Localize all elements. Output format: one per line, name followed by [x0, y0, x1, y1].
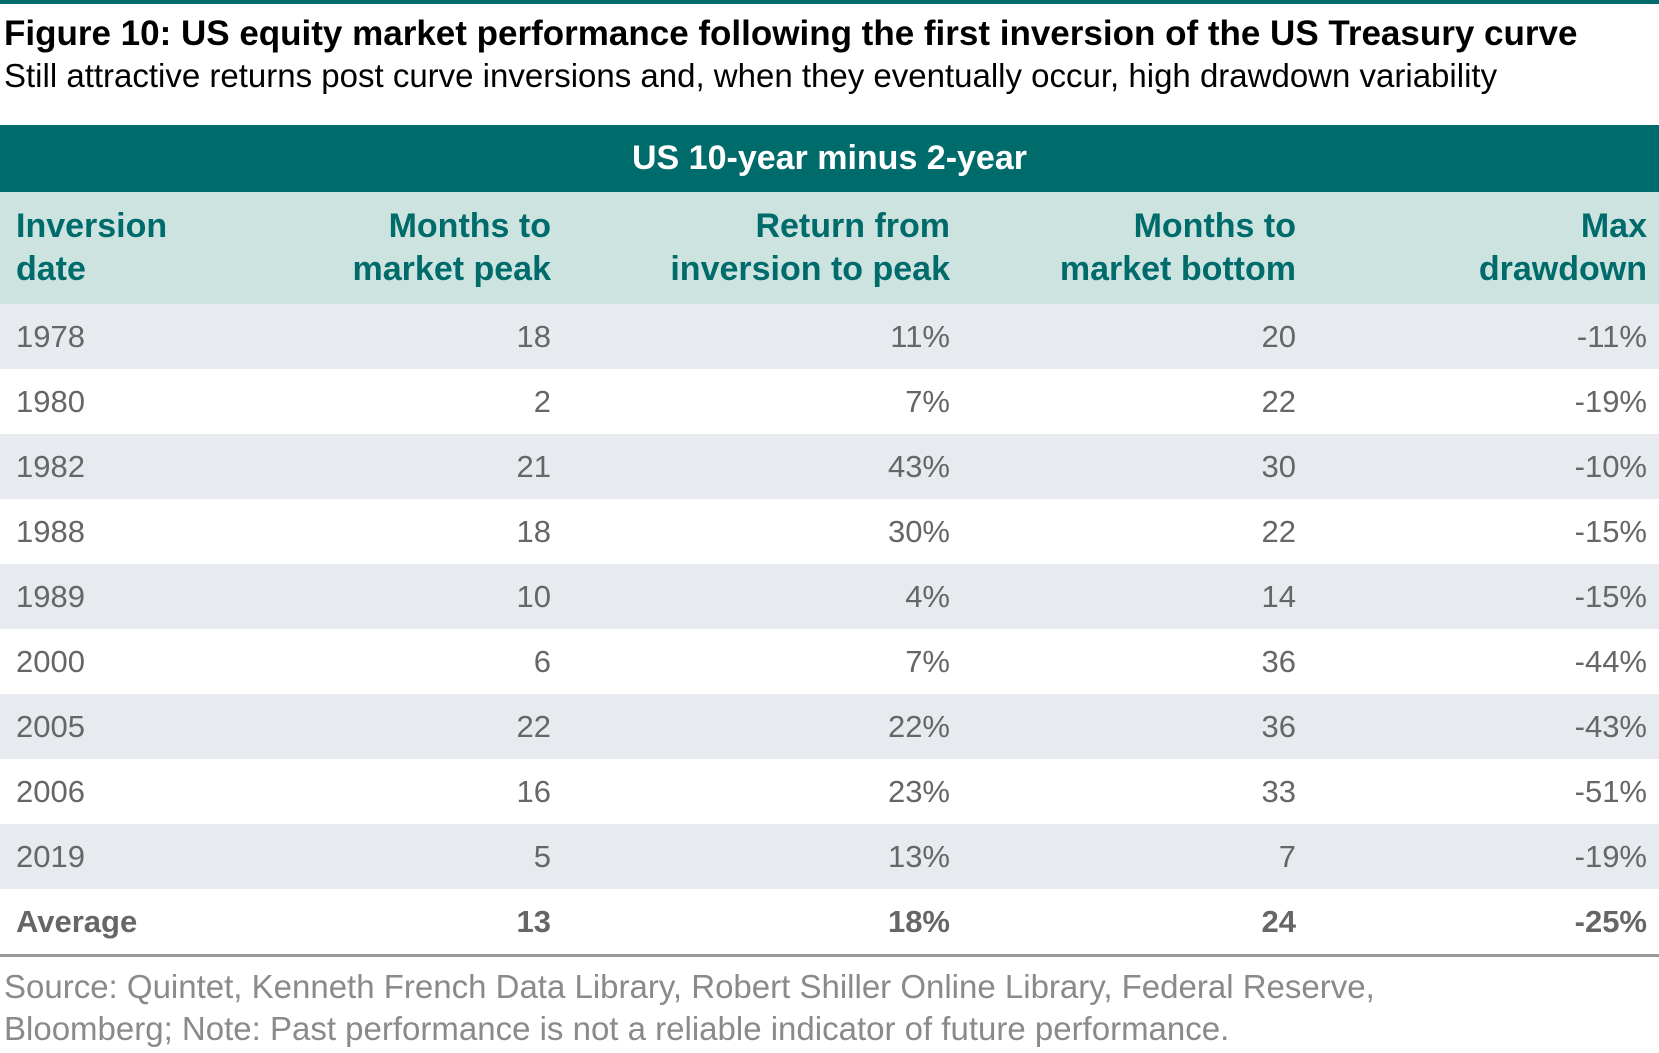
column-header-line: inversion to peak [670, 250, 950, 288]
table-cell: 22% [887, 708, 950, 744]
column-header: Inversion date [0, 192, 300, 304]
table-cell: 7 [1278, 838, 1296, 874]
table: US 10-year minus 2-year Inversion date Mon… [0, 125, 1659, 957]
table-cell: -44% [1574, 643, 1647, 679]
column-header-line: market peak [352, 250, 551, 288]
table-cell: 1982 [16, 448, 85, 484]
table-row: 1982 21 43% 30 -10% [0, 434, 1659, 499]
source-note: Source: Quintet, Kenneth French Data Lib… [4, 966, 1375, 1050]
table-cell: 33 [1261, 773, 1296, 809]
table-row: 2006 16 23% 33 -51% [0, 759, 1659, 824]
table-cell: -19% [1574, 838, 1647, 874]
table-cell: 16 [516, 773, 551, 809]
table-cell: 30% [887, 513, 950, 549]
column-header: Months to market bottom [962, 192, 1308, 304]
table-cell: 1978 [16, 318, 85, 354]
column-header-line: market bottom [1059, 250, 1296, 288]
table-cell: 1988 [16, 513, 85, 549]
source-line: Bloomberg; Note: Past performance is not… [4, 1010, 1230, 1047]
table-cell: 7% [905, 643, 950, 679]
table-cell: 1980 [16, 383, 85, 419]
table-cell: 2006 [16, 773, 85, 809]
table-row: 1978 18 11% 20 -11% [0, 304, 1659, 369]
average-cell: 18% [887, 903, 950, 939]
table-cell: 11% [890, 318, 950, 354]
table-cell: 5 [533, 838, 551, 874]
table-cell: 36 [1261, 643, 1296, 679]
table-body: 1978 18 11% 20 -11% 1980 2 7% 22 -19% 1982 21 43% 30 -… [0, 304, 1659, 889]
table-cell: 2000 [16, 643, 85, 679]
table-cell: -19% [1574, 383, 1647, 419]
table-row: 1980 2 7% 22 -19% [0, 369, 1659, 434]
table-cell: 2019 [16, 838, 85, 874]
column-header-line: Months to [388, 207, 551, 245]
column-header-line: date [16, 250, 86, 288]
average-row: Average 13 18% 24 -25% [0, 889, 1659, 957]
column-header: Max drawdown [1308, 192, 1659, 304]
top-rule [0, 0, 1659, 4]
average-cell: 13 [516, 903, 551, 939]
table-cell: 18 [516, 513, 551, 549]
table-cell: 2 [533, 383, 551, 419]
table-cell: 7% [905, 383, 950, 419]
table-row: 2000 6 7% 36 -44% [0, 629, 1659, 694]
table-cell: 22 [1261, 513, 1296, 549]
table-cell: 20 [1261, 318, 1296, 354]
average-cell: Average [16, 903, 138, 939]
column-header-line: Inversion [16, 207, 168, 245]
group-header: US 10-year minus 2-year [0, 125, 1659, 192]
table-cell: 4% [905, 578, 950, 614]
table-cell: -15% [1574, 513, 1647, 549]
table-row: 2019 5 13% 7 -19% [0, 824, 1659, 889]
table-cell: 6 [533, 643, 551, 679]
subtitle: Still attractive returns post curve inve… [4, 57, 1498, 94]
table-cell: 10 [516, 578, 551, 614]
column-header-line: Months to [1133, 207, 1296, 245]
table-cell: 36 [1261, 708, 1296, 744]
table-cell: 14 [1261, 578, 1296, 614]
table-cell: 21 [516, 448, 551, 484]
column-header: Return from inversion to peak [563, 192, 962, 304]
table-cell: 43% [887, 448, 950, 484]
table-cell: 13% [887, 838, 950, 874]
column-header-line: Return from [755, 207, 950, 245]
table-cell: 30 [1261, 448, 1296, 484]
average-cell: -25% [1574, 903, 1647, 939]
table-cell: -51% [1574, 773, 1647, 809]
column-header-line: drawdown [1478, 250, 1647, 288]
table-row: 2005 22 22% 36 -43% [0, 694, 1659, 759]
table-cell: -11% [1576, 318, 1647, 354]
table-cell: 2005 [16, 708, 85, 744]
table-cell: 22 [516, 708, 551, 744]
table-row: 1988 18 30% 22 -15% [0, 499, 1659, 564]
title: Figure 10: US equity market performance … [4, 14, 1578, 53]
table-cell: 1989 [16, 578, 85, 614]
column-header-row: Inversion date Months to market peak Return … [0, 192, 1659, 304]
table-cell: 22 [1261, 383, 1296, 419]
table-row: 1989 10 4% 14 -15% [0, 564, 1659, 629]
table-cell: 18 [516, 318, 551, 354]
column-header-line: Max [1580, 207, 1647, 245]
table-cell: -43% [1574, 708, 1647, 744]
column-header: Months to market peak [300, 192, 563, 304]
source-line: Source: Quintet, Kenneth French Data Lib… [4, 968, 1375, 1005]
average-cell: 24 [1261, 903, 1296, 939]
table-cell: -15% [1574, 578, 1647, 614]
table-cell: 23% [887, 773, 950, 809]
table-cell: -10% [1574, 448, 1647, 484]
